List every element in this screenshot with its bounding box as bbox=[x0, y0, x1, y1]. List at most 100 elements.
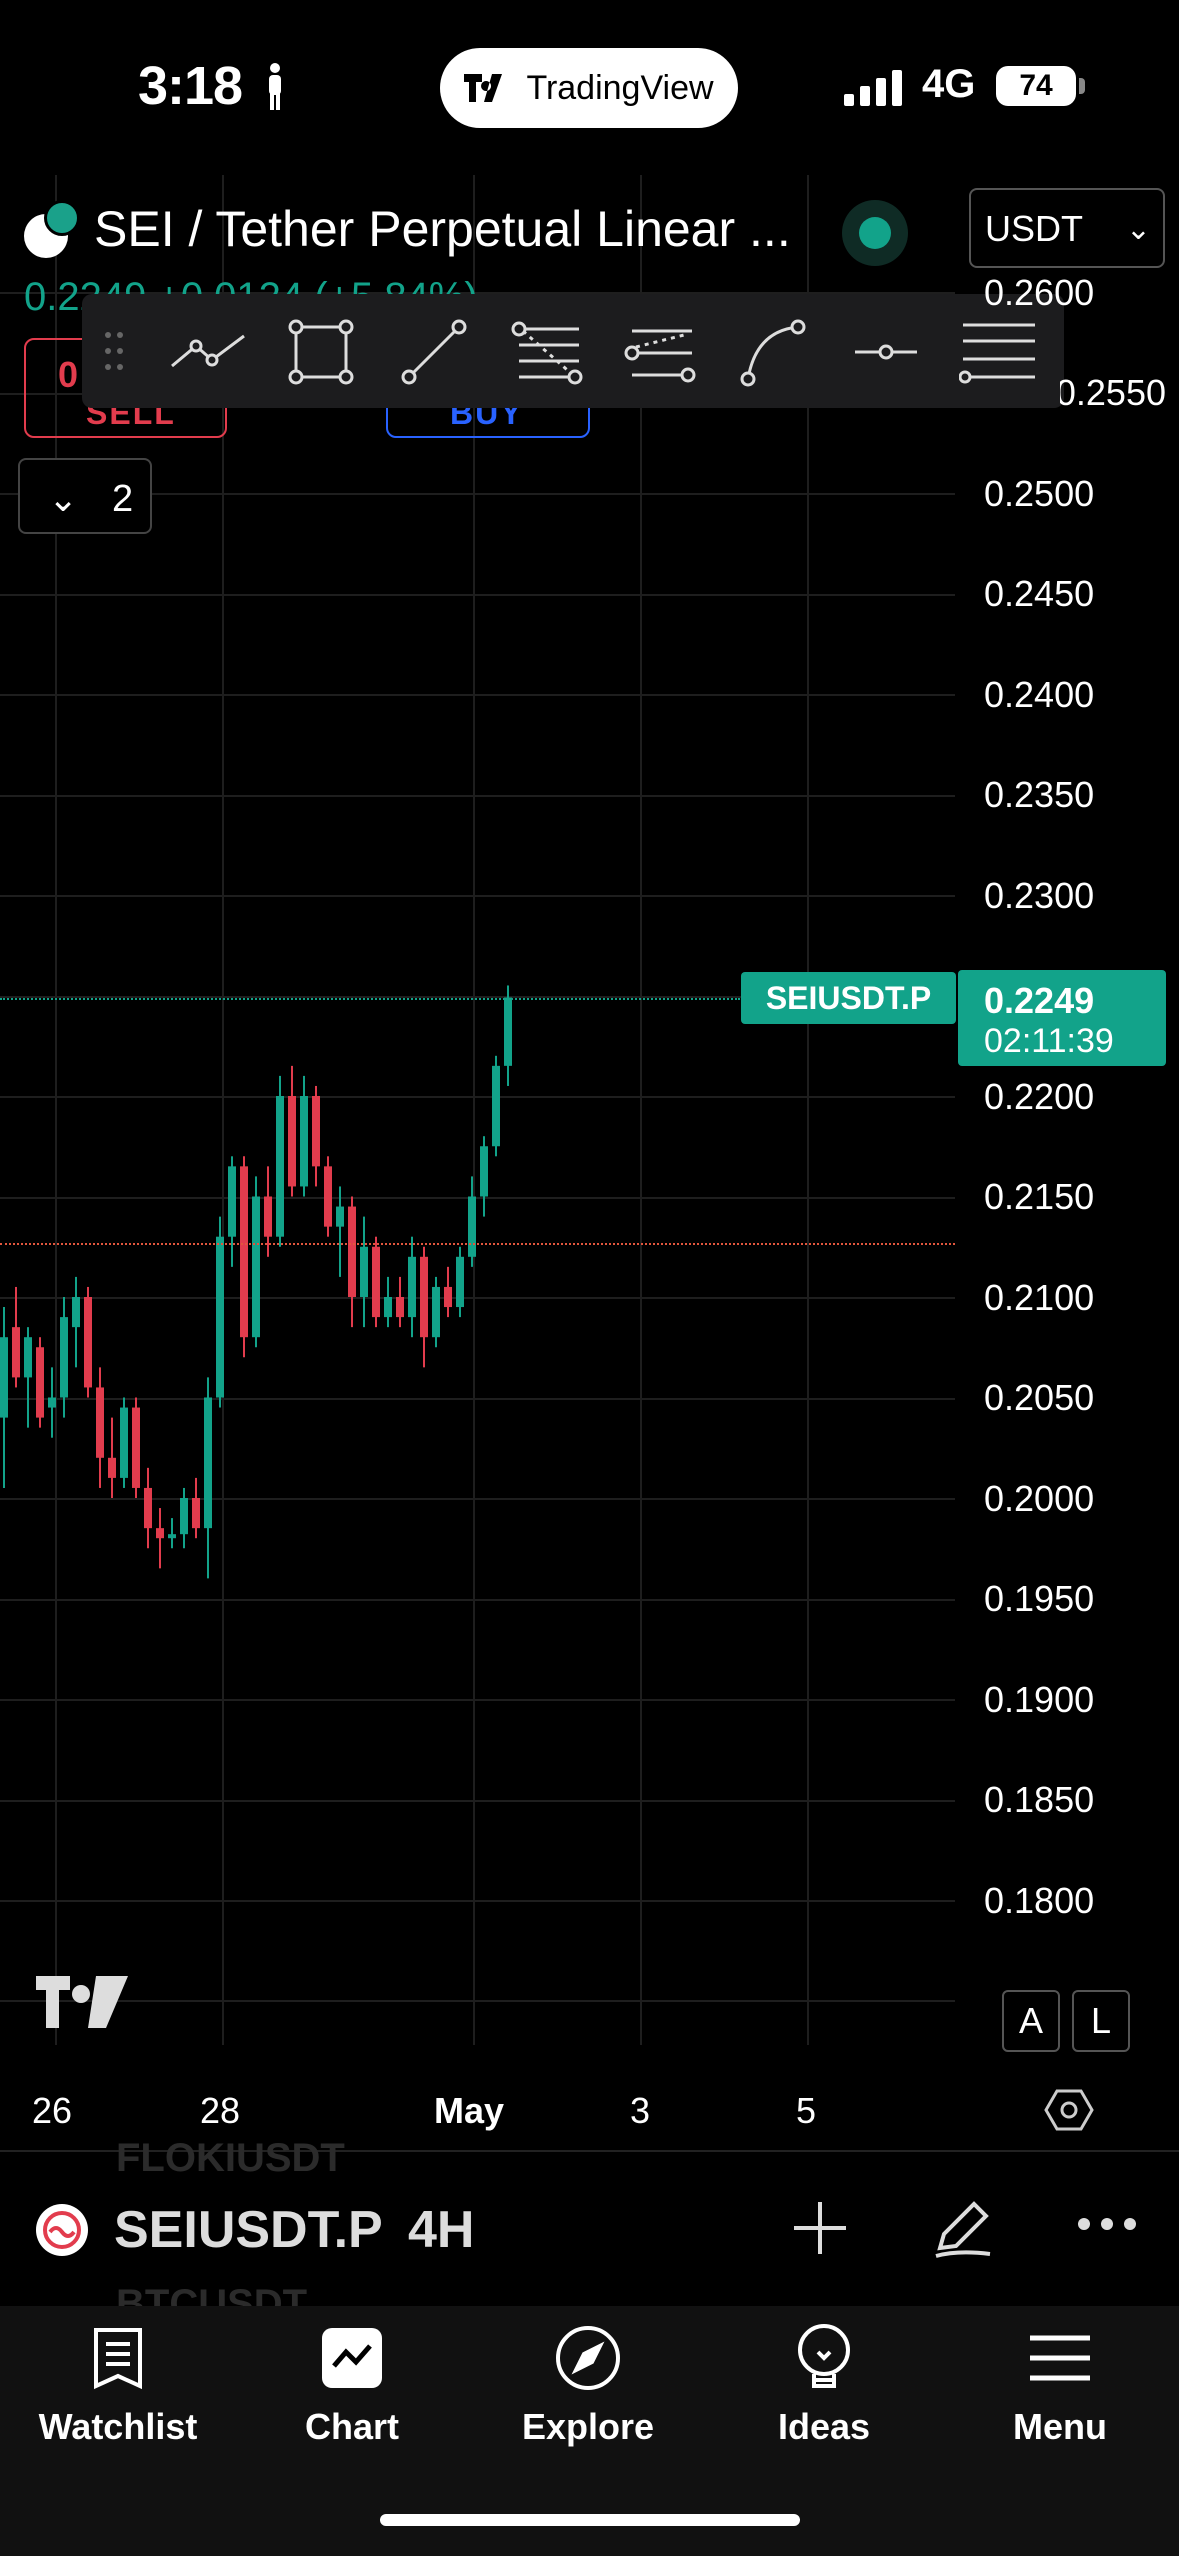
chevron-down-icon: ⌄ bbox=[48, 478, 79, 519]
tab-ideas[interactable]: Ideas bbox=[724, 2320, 924, 2460]
tab-watchlist[interactable]: Watchlist bbox=[18, 2320, 218, 2460]
last-price-value: 0.2249 bbox=[984, 980, 1095, 1021]
symbol-title[interactable]: SEI / Tether Perpetual Linear ... bbox=[94, 201, 791, 257]
tab-explore[interactable]: Explore bbox=[488, 2320, 688, 2460]
log-scale-button[interactable]: L bbox=[1072, 1990, 1130, 2052]
candle bbox=[228, 1156, 236, 1267]
candle-body bbox=[300, 1096, 308, 1187]
candle bbox=[432, 1276, 440, 1348]
next-symbol-row[interactable]: BTCUSDT 1D bbox=[116, 2282, 307, 2310]
next-symbol: BTCUSDT bbox=[116, 2282, 308, 2310]
candle bbox=[96, 1367, 104, 1488]
lightbulb-icon bbox=[788, 2322, 860, 2394]
candle-body bbox=[24, 1337, 32, 1378]
tab-label: Chart bbox=[304, 2406, 399, 2447]
current-symbol[interactable]: SEIUSDT.P bbox=[114, 2201, 383, 2259]
candle-body bbox=[204, 1397, 212, 1529]
candle bbox=[60, 1297, 68, 1418]
more-icon[interactable] bbox=[1076, 2214, 1138, 2234]
plus-icon[interactable] bbox=[788, 2196, 852, 2260]
candle bbox=[468, 1176, 476, 1267]
candle bbox=[456, 1246, 464, 1318]
drag-handle-icon[interactable] bbox=[104, 330, 124, 372]
candle bbox=[36, 1337, 44, 1428]
candle bbox=[444, 1266, 452, 1318]
candle-body bbox=[108, 1457, 116, 1478]
candle-body bbox=[396, 1297, 404, 1318]
candle bbox=[0, 1307, 8, 1488]
candle-body bbox=[264, 1196, 272, 1237]
trend-path-icon[interactable] bbox=[166, 314, 250, 390]
candle-body bbox=[168, 1534, 176, 1539]
candle-body bbox=[228, 1166, 236, 1237]
candle-body bbox=[288, 1096, 296, 1187]
bar-countdown: 02:11:39 bbox=[984, 1022, 1114, 1060]
horizontal-lines-icon[interactable] bbox=[957, 314, 1041, 390]
candlestick-chart[interactable] bbox=[0, 0, 960, 2060]
candle-body bbox=[36, 1347, 44, 1418]
rectangle-icon[interactable] bbox=[279, 314, 363, 390]
fib-retracement-icon[interactable] bbox=[505, 314, 589, 390]
price-tick: 0.2100 bbox=[984, 1277, 1095, 1318]
tab-menu[interactable]: Menu bbox=[960, 2320, 1160, 2460]
last-price-line bbox=[0, 997, 740, 1000]
price-tick: 0.2300 bbox=[984, 875, 1095, 916]
market-status-icon[interactable] bbox=[842, 200, 908, 266]
candle-body bbox=[156, 1528, 164, 1539]
price-tick: 0.2000 bbox=[984, 1478, 1095, 1519]
candle bbox=[252, 1176, 260, 1348]
status-time: 3:18 bbox=[138, 56, 243, 116]
candle-body bbox=[96, 1387, 104, 1458]
candle-body bbox=[12, 1327, 20, 1378]
candle bbox=[180, 1487, 188, 1549]
price-tick: 0.2450 bbox=[984, 573, 1095, 614]
candle bbox=[72, 1276, 80, 1368]
candle bbox=[480, 1136, 488, 1217]
candle bbox=[204, 1377, 212, 1579]
candle bbox=[348, 1196, 356, 1328]
curve-icon[interactable] bbox=[731, 314, 815, 390]
app-pill[interactable]: TradingView bbox=[440, 48, 738, 128]
currency-select[interactable]: USDT ⌄ bbox=[969, 188, 1165, 268]
trend-line-icon[interactable] bbox=[392, 314, 476, 390]
chart-icon bbox=[316, 2322, 388, 2394]
candle bbox=[384, 1276, 392, 1328]
horizontal-ray-icon[interactable] bbox=[844, 314, 928, 390]
candle bbox=[360, 1216, 368, 1328]
currency-value: USDT bbox=[985, 208, 1083, 249]
drawing-toolbar bbox=[82, 294, 1064, 408]
candle-body bbox=[216, 1236, 224, 1398]
price-tick: 0.1950 bbox=[984, 1578, 1095, 1619]
alert-price-line[interactable] bbox=[0, 1242, 955, 1245]
candle bbox=[372, 1236, 380, 1328]
candle-body bbox=[492, 1065, 500, 1147]
candle-body bbox=[0, 1337, 8, 1418]
current-timeframe[interactable]: 4H bbox=[408, 2201, 475, 2259]
tab-chart[interactable]: Chart bbox=[252, 2320, 452, 2460]
time-tick: 26 bbox=[32, 2090, 73, 2131]
parallel-channel-icon[interactable] bbox=[618, 314, 702, 390]
network-type: 4G bbox=[922, 62, 976, 106]
candle bbox=[312, 1085, 320, 1187]
candle bbox=[84, 1286, 92, 1398]
candle bbox=[168, 1518, 176, 1549]
candle bbox=[264, 1166, 272, 1257]
tradingview-logo-icon[interactable] bbox=[36, 1976, 128, 2028]
price-tick: 0.2200 bbox=[984, 1076, 1095, 1117]
indicators-count: 2 bbox=[112, 478, 134, 520]
indicators-toggle-button[interactable]: ⌄ 2 bbox=[18, 458, 152, 534]
sei-coin-icon bbox=[36, 2204, 88, 2256]
price-tick: 0.2550 bbox=[1060, 372, 1166, 413]
prev-symbol-row[interactable]: FLOKIUSDT 2H bbox=[116, 2136, 345, 2176]
tether-coin-icon bbox=[44, 200, 80, 236]
time-tick: May bbox=[434, 2090, 505, 2131]
candle-body bbox=[252, 1196, 260, 1338]
chart-settings-icon[interactable] bbox=[1044, 2088, 1094, 2132]
home-indicator[interactable] bbox=[380, 2514, 800, 2526]
tab-label: Watchlist bbox=[38, 2406, 198, 2447]
auto-scale-button[interactable]: A bbox=[1002, 1990, 1060, 2052]
chevron-down-icon: ⌄ bbox=[1125, 213, 1151, 246]
candle bbox=[120, 1397, 128, 1488]
person-icon bbox=[269, 63, 281, 110]
pen-icon[interactable] bbox=[928, 2192, 998, 2262]
